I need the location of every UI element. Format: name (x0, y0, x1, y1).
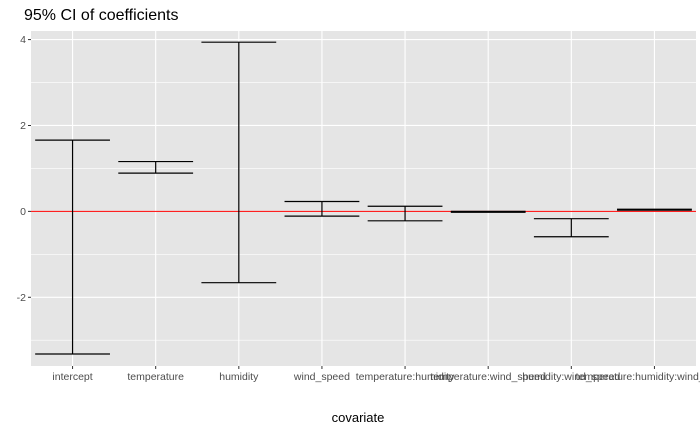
x-tick-label: wind_speed (293, 371, 350, 383)
y-axis: -2 0 2 4 (17, 34, 31, 304)
plot-panel (31, 31, 696, 366)
y-tick-label: -2 (17, 292, 26, 304)
y-tick-label: 0 (20, 206, 26, 218)
x-tick-label: humidity:wind_speed (522, 371, 620, 383)
x-tick-label: humidity (219, 371, 259, 383)
x-tick-label: temperature:humidity (356, 371, 455, 383)
errorbars (35, 41, 692, 355)
y-tick-label: 2 (20, 120, 26, 132)
x-axis: intercept temperature humidity wind_speed te… (52, 366, 700, 383)
x-tick-label: intercept (52, 371, 92, 383)
x-tick-label: temperature:humidity:wind_speed (576, 371, 700, 383)
chart-title: 95% CI of coefficients (24, 7, 178, 24)
x-tick-label: temperature (127, 371, 184, 383)
y-tick-label: 4 (20, 34, 26, 46)
x-axis-label: covariate (332, 410, 385, 425)
x-tick-label: temperature:wind_speed (430, 371, 546, 383)
grid-minor (31, 82, 696, 341)
